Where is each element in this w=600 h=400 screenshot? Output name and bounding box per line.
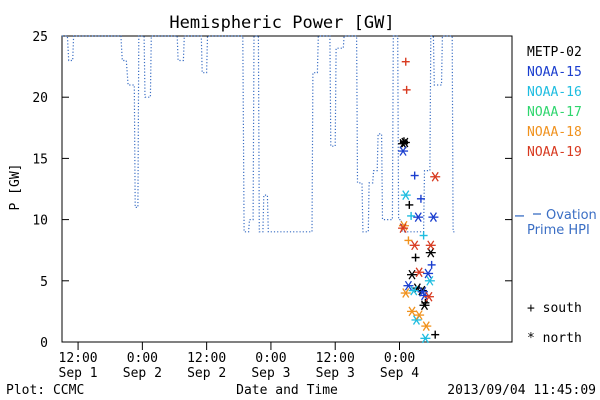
ovation-series (62, 35, 456, 233)
north-marker (407, 306, 417, 317)
north-marker (419, 300, 430, 311)
plot-credit: Plot: CCMC (6, 383, 84, 398)
north-marker (407, 269, 417, 280)
x-tick-label-time: 12:00 (316, 351, 355, 366)
south-marker (416, 194, 425, 203)
south-marker (431, 330, 440, 339)
north-marker (409, 240, 420, 251)
south-marker (410, 171, 419, 180)
y-axis-label: P [GW] (8, 164, 23, 211)
south-marker (405, 200, 414, 209)
north-marker (423, 291, 434, 302)
y-axis-ticks: 0 5 10 15 20 25 (32, 30, 512, 351)
y-tick-label: 10 (32, 214, 48, 229)
north-marker (430, 171, 441, 182)
y-tick-label: 5 (40, 275, 48, 290)
legend-north: * north (527, 331, 582, 346)
north-marker (414, 310, 425, 320)
x-tick-label-time: 0:00 (255, 351, 286, 366)
x-tick-label-date: Sep 3 (316, 366, 355, 381)
x-tick-label-date: Sep 2 (123, 366, 162, 381)
legend-item-noaa-17: NOAA-17 (527, 105, 582, 120)
x-tick-label-date: Sep 3 (251, 366, 290, 381)
south-marker (411, 253, 420, 262)
legend: METP-02 NOAA-15 NOAA-16 NOAA-17 NOAA-18 NOAA-… (515, 45, 597, 346)
north-marker (423, 268, 434, 279)
south-marker (407, 211, 416, 220)
north-marker (400, 190, 411, 200)
north-marker (398, 223, 409, 234)
x-tick-label-date: Sep 2 (187, 366, 226, 381)
chart-title: Hemispheric Power [GW] (169, 13, 394, 33)
north-marker (413, 212, 424, 223)
south-marker (401, 57, 410, 66)
north-marker (428, 212, 439, 223)
ovation-legend-label-line2: Prime HPI (527, 223, 590, 238)
north-marker (425, 247, 436, 258)
north-marker (424, 275, 435, 286)
plot-area-frame (61, 35, 513, 343)
x-tick-label-date: Sep 4 (380, 366, 419, 381)
legend-item-noaa-18: NOAA-18 (527, 125, 582, 140)
south-marker (402, 85, 411, 94)
north-marker (421, 321, 432, 331)
ovation-legend-label-line1: Ovation (546, 208, 597, 223)
x-tick-label-time: 0:00 (127, 351, 158, 366)
north-marker (425, 240, 436, 251)
north-marker (400, 288, 411, 298)
timestamp: 2013/09/04 11:45:09 (447, 383, 596, 398)
y-tick-label: 25 (32, 30, 48, 45)
x-tick-label-date: Sep 1 (59, 366, 98, 381)
x-tick-label-time: 12:00 (59, 351, 98, 366)
y-tick-label: 20 (32, 91, 48, 106)
south-marker (427, 260, 436, 269)
north-marker (420, 333, 431, 344)
y-tick-label: 0 (40, 336, 48, 351)
north-marker (414, 267, 425, 278)
ovation-line (62, 35, 456, 233)
legend-item-noaa-16: NOAA-16 (527, 85, 582, 100)
south-marker (404, 236, 413, 245)
legend-south: + south (527, 301, 582, 316)
x-axis-label: Date and Time (236, 383, 338, 398)
y-tick-label: 15 (32, 152, 48, 167)
south-marker (419, 231, 428, 240)
north-marker (399, 137, 410, 148)
legend-item-noaa-19: NOAA-19 (527, 145, 582, 160)
north-marker (408, 285, 419, 296)
legend-item-metp-02: METP-02 (527, 45, 582, 60)
north-marker (403, 280, 414, 291)
x-tick-label-time: 12:00 (187, 351, 226, 366)
north-marker (398, 146, 409, 156)
legend-item-noaa-15: NOAA-15 (527, 65, 582, 80)
x-tick-label-time: 0:00 (384, 351, 415, 366)
satellite-points (398, 57, 441, 344)
